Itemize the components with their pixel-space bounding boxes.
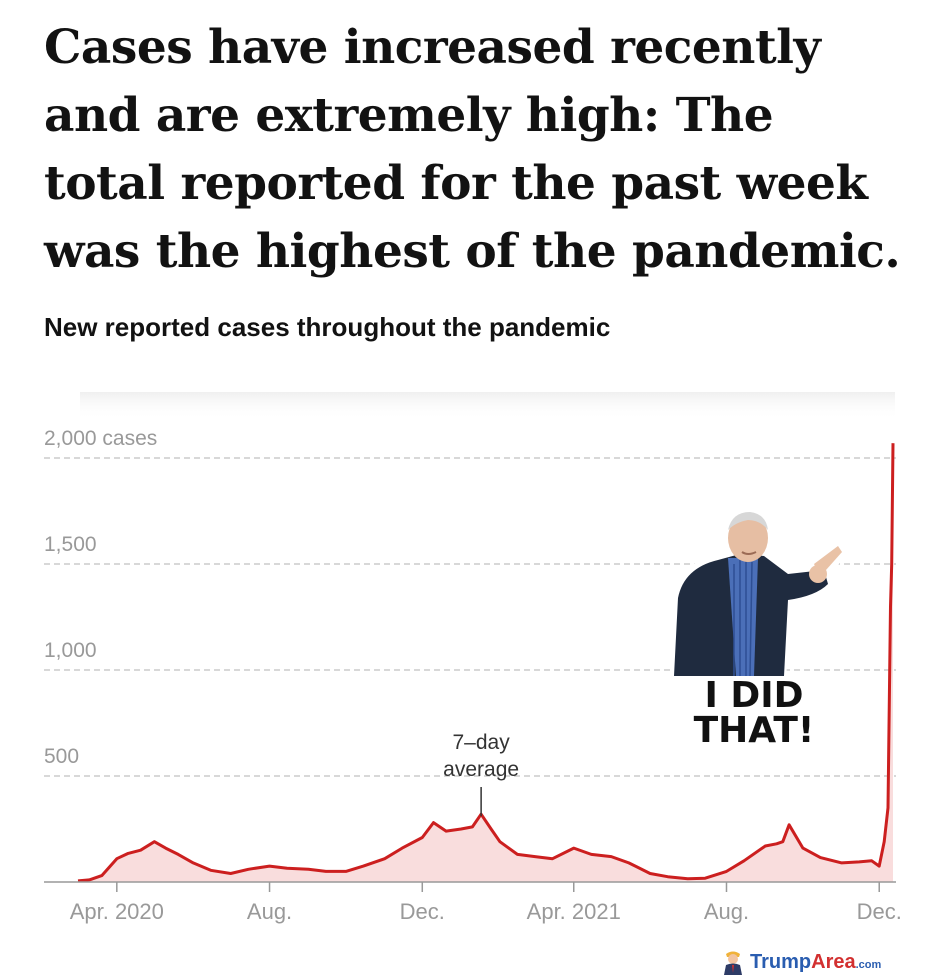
chart-top-shade <box>80 392 895 420</box>
sticker-line-2: THAT! <box>693 710 815 751</box>
headline: Cases have increased recently and are ex… <box>44 20 901 279</box>
y-tick-label: 1,500 <box>44 533 97 556</box>
watermark-accent: Area <box>811 951 856 973</box>
annotation-label: 7–day <box>453 731 511 754</box>
pointing-man-image <box>670 512 844 678</box>
y-tick-label: 1,000 <box>44 639 97 662</box>
x-tick-label: Dec. <box>400 899 445 924</box>
y-tick-label: 2,000 cases <box>44 427 157 450</box>
chart-subtitle: New reported cases throughout the pandem… <box>44 312 611 342</box>
x-tick-label: Aug. <box>704 899 749 924</box>
cases-line <box>77 443 895 883</box>
sticker-caption: I DID THAT! <box>664 675 844 751</box>
watermark-name: Trump <box>750 951 812 973</box>
x-tick-label: Dec. <box>857 899 902 924</box>
sticker-line-1: I DID <box>704 675 804 716</box>
watermark-figure-icon <box>724 951 742 975</box>
y-tick-label: 500 <box>44 745 79 768</box>
cases-chart: 2,000 cases 1,500 1,000 500 Apr. 2020 Aug. De… <box>44 392 902 924</box>
meme-sticker: I DID THAT! <box>664 500 844 762</box>
x-tick-label: Apr. 2021 <box>527 899 621 924</box>
annotation-label: average <box>443 758 519 781</box>
watermark-domain: .com <box>855 959 882 971</box>
x-tick-label: Apr. 2020 <box>70 899 164 924</box>
x-tick-label: Aug. <box>247 899 292 924</box>
